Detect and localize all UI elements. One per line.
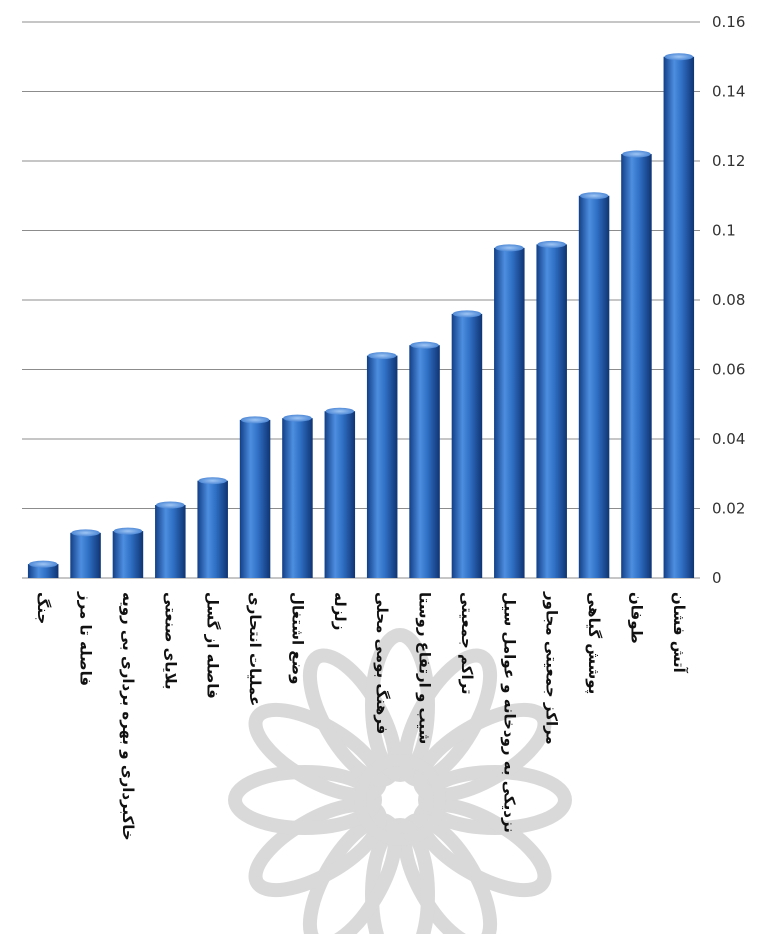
x-category-label: زلزله bbox=[331, 592, 349, 630]
bar-cap bbox=[113, 527, 143, 535]
bar-cap bbox=[28, 560, 58, 568]
x-category-label: پوشش گیاهی bbox=[584, 592, 603, 694]
bar bbox=[621, 154, 652, 579]
bar bbox=[70, 532, 101, 578]
watermark-petal bbox=[302, 813, 403, 934]
bar bbox=[366, 355, 398, 578]
x-category-label: شیب و ارتفاع روستا bbox=[416, 592, 434, 744]
watermark-petal bbox=[302, 648, 403, 787]
bar bbox=[282, 418, 313, 578]
bar bbox=[536, 244, 567, 578]
x-category-label: خاکبرداری و بهره برداری بی رویه bbox=[119, 592, 137, 841]
watermark-petal bbox=[248, 797, 387, 898]
y-tick-label: 0.06 bbox=[712, 361, 745, 379]
bar bbox=[155, 505, 186, 578]
bar-cap bbox=[240, 416, 270, 424]
bar-cap bbox=[410, 341, 439, 349]
watermark-petal bbox=[397, 813, 498, 934]
bar bbox=[578, 195, 610, 578]
x-axis-category-labels: جنگ فاصله تا مرز خاکبرداری و بهره برداری ب… bbox=[34, 591, 688, 841]
x-category-label: وضع اشتغال bbox=[288, 592, 306, 684]
bar-cap bbox=[367, 352, 397, 360]
watermark-petal bbox=[418, 765, 572, 835]
bar-cap bbox=[71, 529, 100, 537]
y-tick-label: 0.04 bbox=[712, 430, 745, 448]
bar bbox=[494, 247, 525, 578]
watermark-petal bbox=[228, 765, 382, 835]
y-tick-label: 0.12 bbox=[712, 152, 745, 170]
y-tick-label: 0.08 bbox=[712, 291, 745, 309]
watermark-petal bbox=[248, 702, 387, 803]
watermark-center bbox=[354, 754, 446, 846]
x-category-label: طوفان bbox=[627, 592, 645, 644]
x-category-label: عملیات انتحاری bbox=[246, 592, 264, 706]
bar bbox=[409, 345, 440, 578]
y-tick-label: 0.02 bbox=[712, 500, 745, 518]
decorative-rosette-watermark bbox=[228, 628, 572, 934]
watermark-petal bbox=[397, 648, 498, 787]
y-axis-tick-labels: 0 0.02 0.04 0.06 0.08 0.1 0.12 0.14 0.16 bbox=[712, 13, 745, 587]
y-tick-label: 0.16 bbox=[712, 13, 745, 31]
watermark-petal bbox=[365, 818, 435, 934]
x-category-label: فاصله از گسل bbox=[204, 592, 222, 699]
x-category-label: مراکز جمعیتی مجاور bbox=[543, 591, 561, 745]
bar-cap bbox=[664, 53, 694, 61]
bar bbox=[197, 480, 228, 578]
bar-cap bbox=[198, 477, 227, 485]
bar-cap bbox=[452, 310, 482, 318]
bars bbox=[27, 53, 695, 579]
x-category-label: نزدیکی به رودخانه و عوامل سیل bbox=[500, 592, 518, 833]
y-tick-label: 0.1 bbox=[712, 222, 736, 240]
bar bbox=[27, 564, 59, 578]
bar-cap bbox=[283, 414, 312, 422]
watermark-petal bbox=[413, 797, 552, 898]
x-category-label: بلایای صنعتی bbox=[161, 592, 179, 690]
bar-cap bbox=[156, 501, 185, 509]
x-category-label: فرهنگ بومی محلی bbox=[373, 592, 391, 734]
bar bbox=[324, 411, 356, 578]
bar bbox=[663, 56, 695, 578]
y-tick-label: 0 bbox=[712, 569, 722, 587]
y-tick-label: 0.14 bbox=[712, 83, 745, 101]
bar-cap bbox=[495, 244, 524, 252]
x-category-label: تراکم جمعیتی bbox=[458, 592, 476, 695]
bar bbox=[112, 531, 144, 578]
x-category-label: جنگ bbox=[34, 592, 52, 624]
bar-cap bbox=[537, 240, 566, 248]
x-category-label: آتش فشان bbox=[670, 592, 688, 674]
watermark-petal bbox=[365, 628, 435, 782]
x-category-label: فاصله تا مرز bbox=[77, 591, 95, 686]
bar bbox=[239, 419, 271, 578]
bar-cap bbox=[622, 150, 651, 158]
bar-cap bbox=[579, 192, 609, 200]
bar-cap bbox=[325, 407, 355, 415]
bar bbox=[451, 313, 483, 578]
watermark-petal bbox=[413, 702, 552, 803]
